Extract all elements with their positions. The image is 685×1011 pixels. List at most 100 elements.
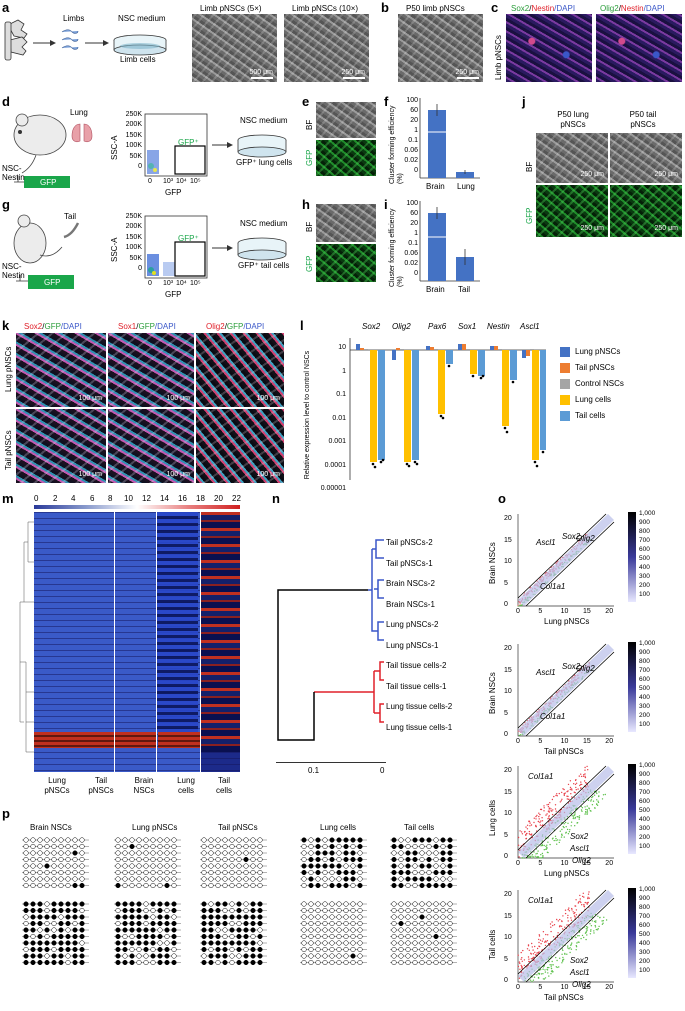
cpg-site <box>23 837 29 843</box>
cpg-site <box>72 843 78 850</box>
cpg-site <box>440 850 446 856</box>
cpg-site <box>122 914 128 920</box>
leaf-label: Tail tissue cells-1 <box>386 681 447 691</box>
axis-tick: 5 <box>538 738 543 745</box>
cpg-site <box>122 907 128 914</box>
flow-x-tick-0: 0 <box>148 178 152 185</box>
cpg-site <box>433 940 439 946</box>
m-col: Tail cells <box>215 776 232 795</box>
scatter-point <box>561 953 563 955</box>
cpg-site <box>229 940 235 946</box>
i-cat-tail: Tail <box>458 285 471 294</box>
scale-label: 500 μm <box>249 69 274 76</box>
scatter-point <box>574 936 577 938</box>
scatter-point <box>548 808 550 810</box>
cpg-site <box>44 914 50 920</box>
scatter-point <box>548 961 550 963</box>
cpg-site <box>391 953 397 959</box>
cpg-site <box>243 843 249 850</box>
cpg-site <box>79 856 85 863</box>
l-legend: Lung pNSCs Tail pNSCs Control NSCs Lung … <box>560 344 680 424</box>
scatter-point <box>551 960 553 963</box>
axis-tick: 5 <box>538 984 543 991</box>
scatter-point <box>522 949 524 952</box>
scatter-point <box>561 928 564 930</box>
axis-tick: 20 <box>605 860 614 867</box>
cpg-site <box>343 914 349 920</box>
colorbar-tick: 500 <box>639 685 650 692</box>
cpg-site <box>398 933 404 940</box>
cpg-site <box>329 837 335 843</box>
scatter-point <box>559 839 561 841</box>
cpg-site <box>72 901 78 907</box>
cpg-site <box>419 843 425 850</box>
cpg-site <box>236 933 242 940</box>
cpg-site <box>229 927 235 933</box>
p-group: Lung cells <box>320 823 357 832</box>
legend-item: Control NSCs <box>560 376 680 392</box>
colorbar-tick: 900 <box>639 519 650 526</box>
cpg-site <box>143 837 149 843</box>
cpg-site <box>58 914 64 920</box>
scatter-point <box>581 783 583 786</box>
cpg-site <box>44 933 50 940</box>
flow-y-ticks: 250K 200K 150K 100K 50K 0 <box>125 111 142 171</box>
cpg-site <box>322 850 328 856</box>
nsc-nestin-label: NSC- Nestin <box>2 164 25 182</box>
bf-label-h: BF <box>305 221 314 232</box>
cpg-site <box>257 876 263 882</box>
cpg-site <box>215 953 221 959</box>
fold-line <box>517 765 607 851</box>
scatter-point <box>533 976 536 978</box>
scatter-point <box>593 920 596 923</box>
cpg-site <box>122 933 128 940</box>
cpg-site <box>79 959 85 966</box>
scatter-point <box>596 803 598 806</box>
cpg-site <box>308 856 314 863</box>
cpg-site <box>222 837 228 843</box>
scatter-point <box>555 837 557 840</box>
dendrogram-leaves: Tail pNSCs-2 Tail pNSCs-1 Brain NSCs-2 B… <box>386 533 452 738</box>
cpg-site <box>350 946 356 953</box>
p50-limb-image: 250 μm <box>398 14 483 82</box>
dendrogram-n <box>277 539 384 741</box>
cpg-site <box>322 940 328 946</box>
scatter-point <box>548 818 550 820</box>
cpg-site <box>308 940 314 946</box>
cpg-site <box>412 953 418 959</box>
cpg-site <box>44 850 50 856</box>
fold-line <box>525 521 615 607</box>
cpg-site <box>405 863 411 869</box>
cpg-site <box>426 959 432 966</box>
scatter-point <box>597 928 599 930</box>
cpg-site <box>208 920 214 927</box>
cpg-site <box>391 850 397 856</box>
scatter-point <box>546 940 549 942</box>
scatter-point <box>550 808 552 810</box>
scatter-point <box>567 798 570 800</box>
axis-tick: 15 <box>504 536 512 544</box>
scatter-point <box>549 923 552 925</box>
lung-olig2-image: 100 μm <box>196 333 284 407</box>
density-band <box>518 890 614 982</box>
density-colorbar <box>628 764 636 854</box>
cpg-site <box>398 863 404 869</box>
cpg-site <box>122 920 128 927</box>
cpg-site <box>301 856 307 863</box>
scatter-point <box>602 794 605 796</box>
cpg-site <box>150 876 156 882</box>
cpg-site <box>201 850 207 856</box>
gfp-lung-cells-label: GFP⁺ lung cells <box>236 158 293 167</box>
cpg-site <box>37 843 43 850</box>
cpg-site <box>336 959 342 966</box>
mouse-limbs-icon <box>4 19 28 61</box>
scatter-point <box>586 810 589 812</box>
leaf-label: Lung pNSCs-1 <box>386 640 439 650</box>
scatter-point <box>547 972 549 974</box>
gene-annotation: Sox2 <box>570 832 589 841</box>
scatter-point <box>546 846 548 849</box>
scatter-point <box>591 804 594 806</box>
cpg-site <box>122 856 128 863</box>
cpg-site <box>201 914 207 920</box>
scatter-point <box>542 973 544 975</box>
